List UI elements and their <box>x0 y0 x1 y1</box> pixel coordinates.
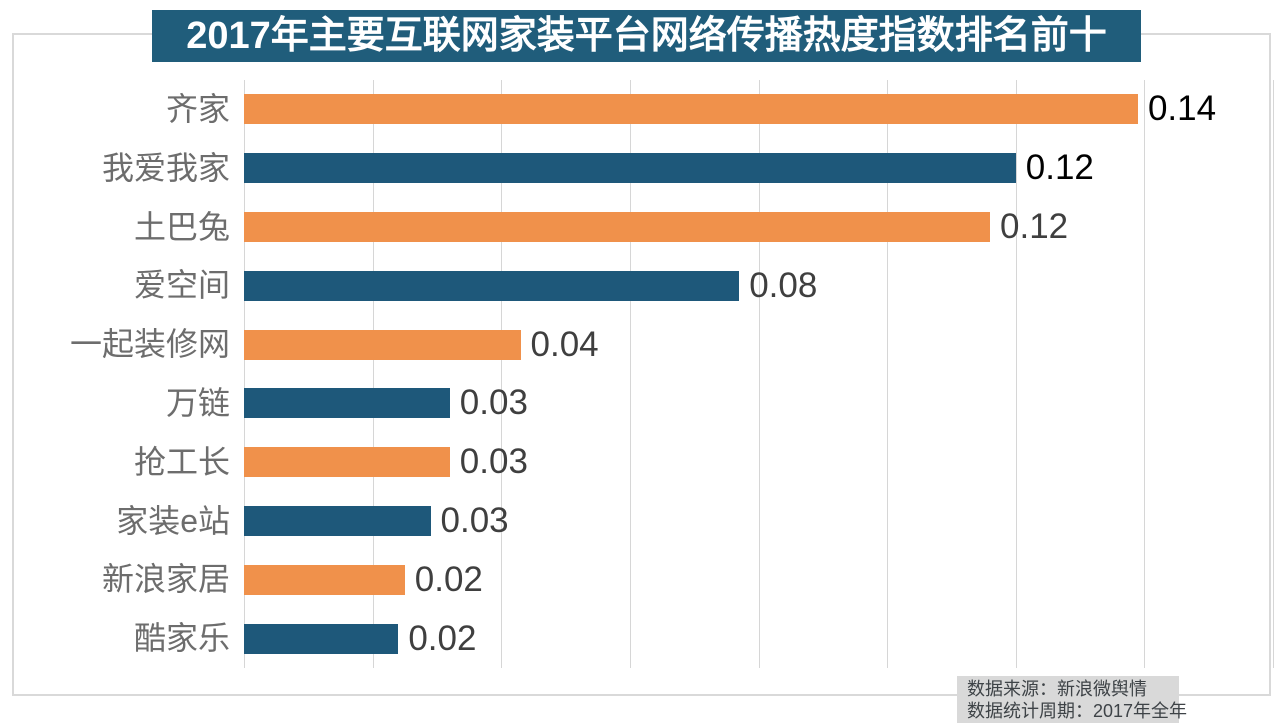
gridline <box>887 80 889 668</box>
bar-row: 0.03 <box>244 433 1273 492</box>
category-label: 土巴兔 <box>133 208 230 245</box>
category-label: 新浪家居 <box>101 561 230 598</box>
value-label: 0.03 <box>440 500 509 540</box>
bar-rows: 0.14 0.12 0.12 0.08 0.04 0.03 0.03 0.03 0.02 0.02 <box>244 80 1273 668</box>
bar-row: 0.03 <box>244 374 1273 433</box>
category-label: 我爱我家 <box>101 149 230 186</box>
value-label: 0.12 <box>1025 148 1094 188</box>
category-label: 家装e站 <box>116 502 230 539</box>
chart-panel <box>12 33 1271 696</box>
bar <box>244 505 431 536</box>
bar <box>244 447 450 478</box>
bar-row: 0.04 <box>244 315 1273 374</box>
value-label: 0.02 <box>414 559 483 599</box>
gridline <box>758 80 760 668</box>
source-line-2: 数据统计周期：2017年全年 <box>967 701 1188 721</box>
value-label: 0.14 <box>1147 89 1217 129</box>
bar-row: 0.02 <box>244 550 1273 609</box>
gridline <box>501 80 503 668</box>
value-label: 0.03 <box>459 442 528 482</box>
category-label: 酷家乐 <box>133 620 230 657</box>
category-label: 抢工长 <box>133 443 230 480</box>
bar <box>244 153 1016 184</box>
bar <box>244 211 991 242</box>
category-label: 一起装修网 <box>69 326 230 363</box>
bar-row: 0.02 <box>244 609 1273 668</box>
bar <box>244 388 450 419</box>
value-label: 0.12 <box>1000 206 1069 246</box>
bar <box>244 270 740 301</box>
plot-area: 0.14 0.12 0.12 0.08 0.04 0.03 0.03 0.03 0.02 0.02 <box>244 80 1274 668</box>
gridline <box>629 80 631 668</box>
bar <box>244 94 1138 125</box>
source-line-1: 数据来源：新浪微舆情 <box>967 679 1147 699</box>
gridline <box>1015 80 1017 668</box>
value-label: 0.02 <box>408 618 477 658</box>
bar <box>244 623 399 654</box>
bar-row: 0.08 <box>244 256 1273 315</box>
bar <box>244 564 405 595</box>
bar-row: 0.12 <box>244 198 1273 257</box>
gridline <box>1273 80 1274 668</box>
bar <box>244 329 521 360</box>
source-note: 数据来源：新浪微舆情 数据统计周期：2017年全年 <box>957 676 1188 723</box>
chart-title: 2017年主要互联网家装平台网络传播热度指数排名前十 <box>152 10 1141 62</box>
value-label: 0.04 <box>530 324 599 364</box>
gridline <box>244 80 245 668</box>
category-labels: 齐家我爱我家土巴兔爱空间一起装修网万链抢工长家装e站新浪家居酷家乐 <box>0 80 230 668</box>
gridlines <box>244 80 1274 668</box>
bar-row: 0.14 <box>244 80 1273 139</box>
category-label: 齐家 <box>165 91 230 127</box>
category-label: 万链 <box>165 384 230 421</box>
gridline <box>372 80 374 668</box>
gridline <box>1144 80 1146 668</box>
bar-row: 0.03 <box>244 492 1273 551</box>
bar-row: 0.12 <box>244 139 1273 198</box>
value-label: 0.03 <box>459 383 528 423</box>
category-label: 爱空间 <box>133 267 230 304</box>
value-label: 0.08 <box>749 265 818 305</box>
